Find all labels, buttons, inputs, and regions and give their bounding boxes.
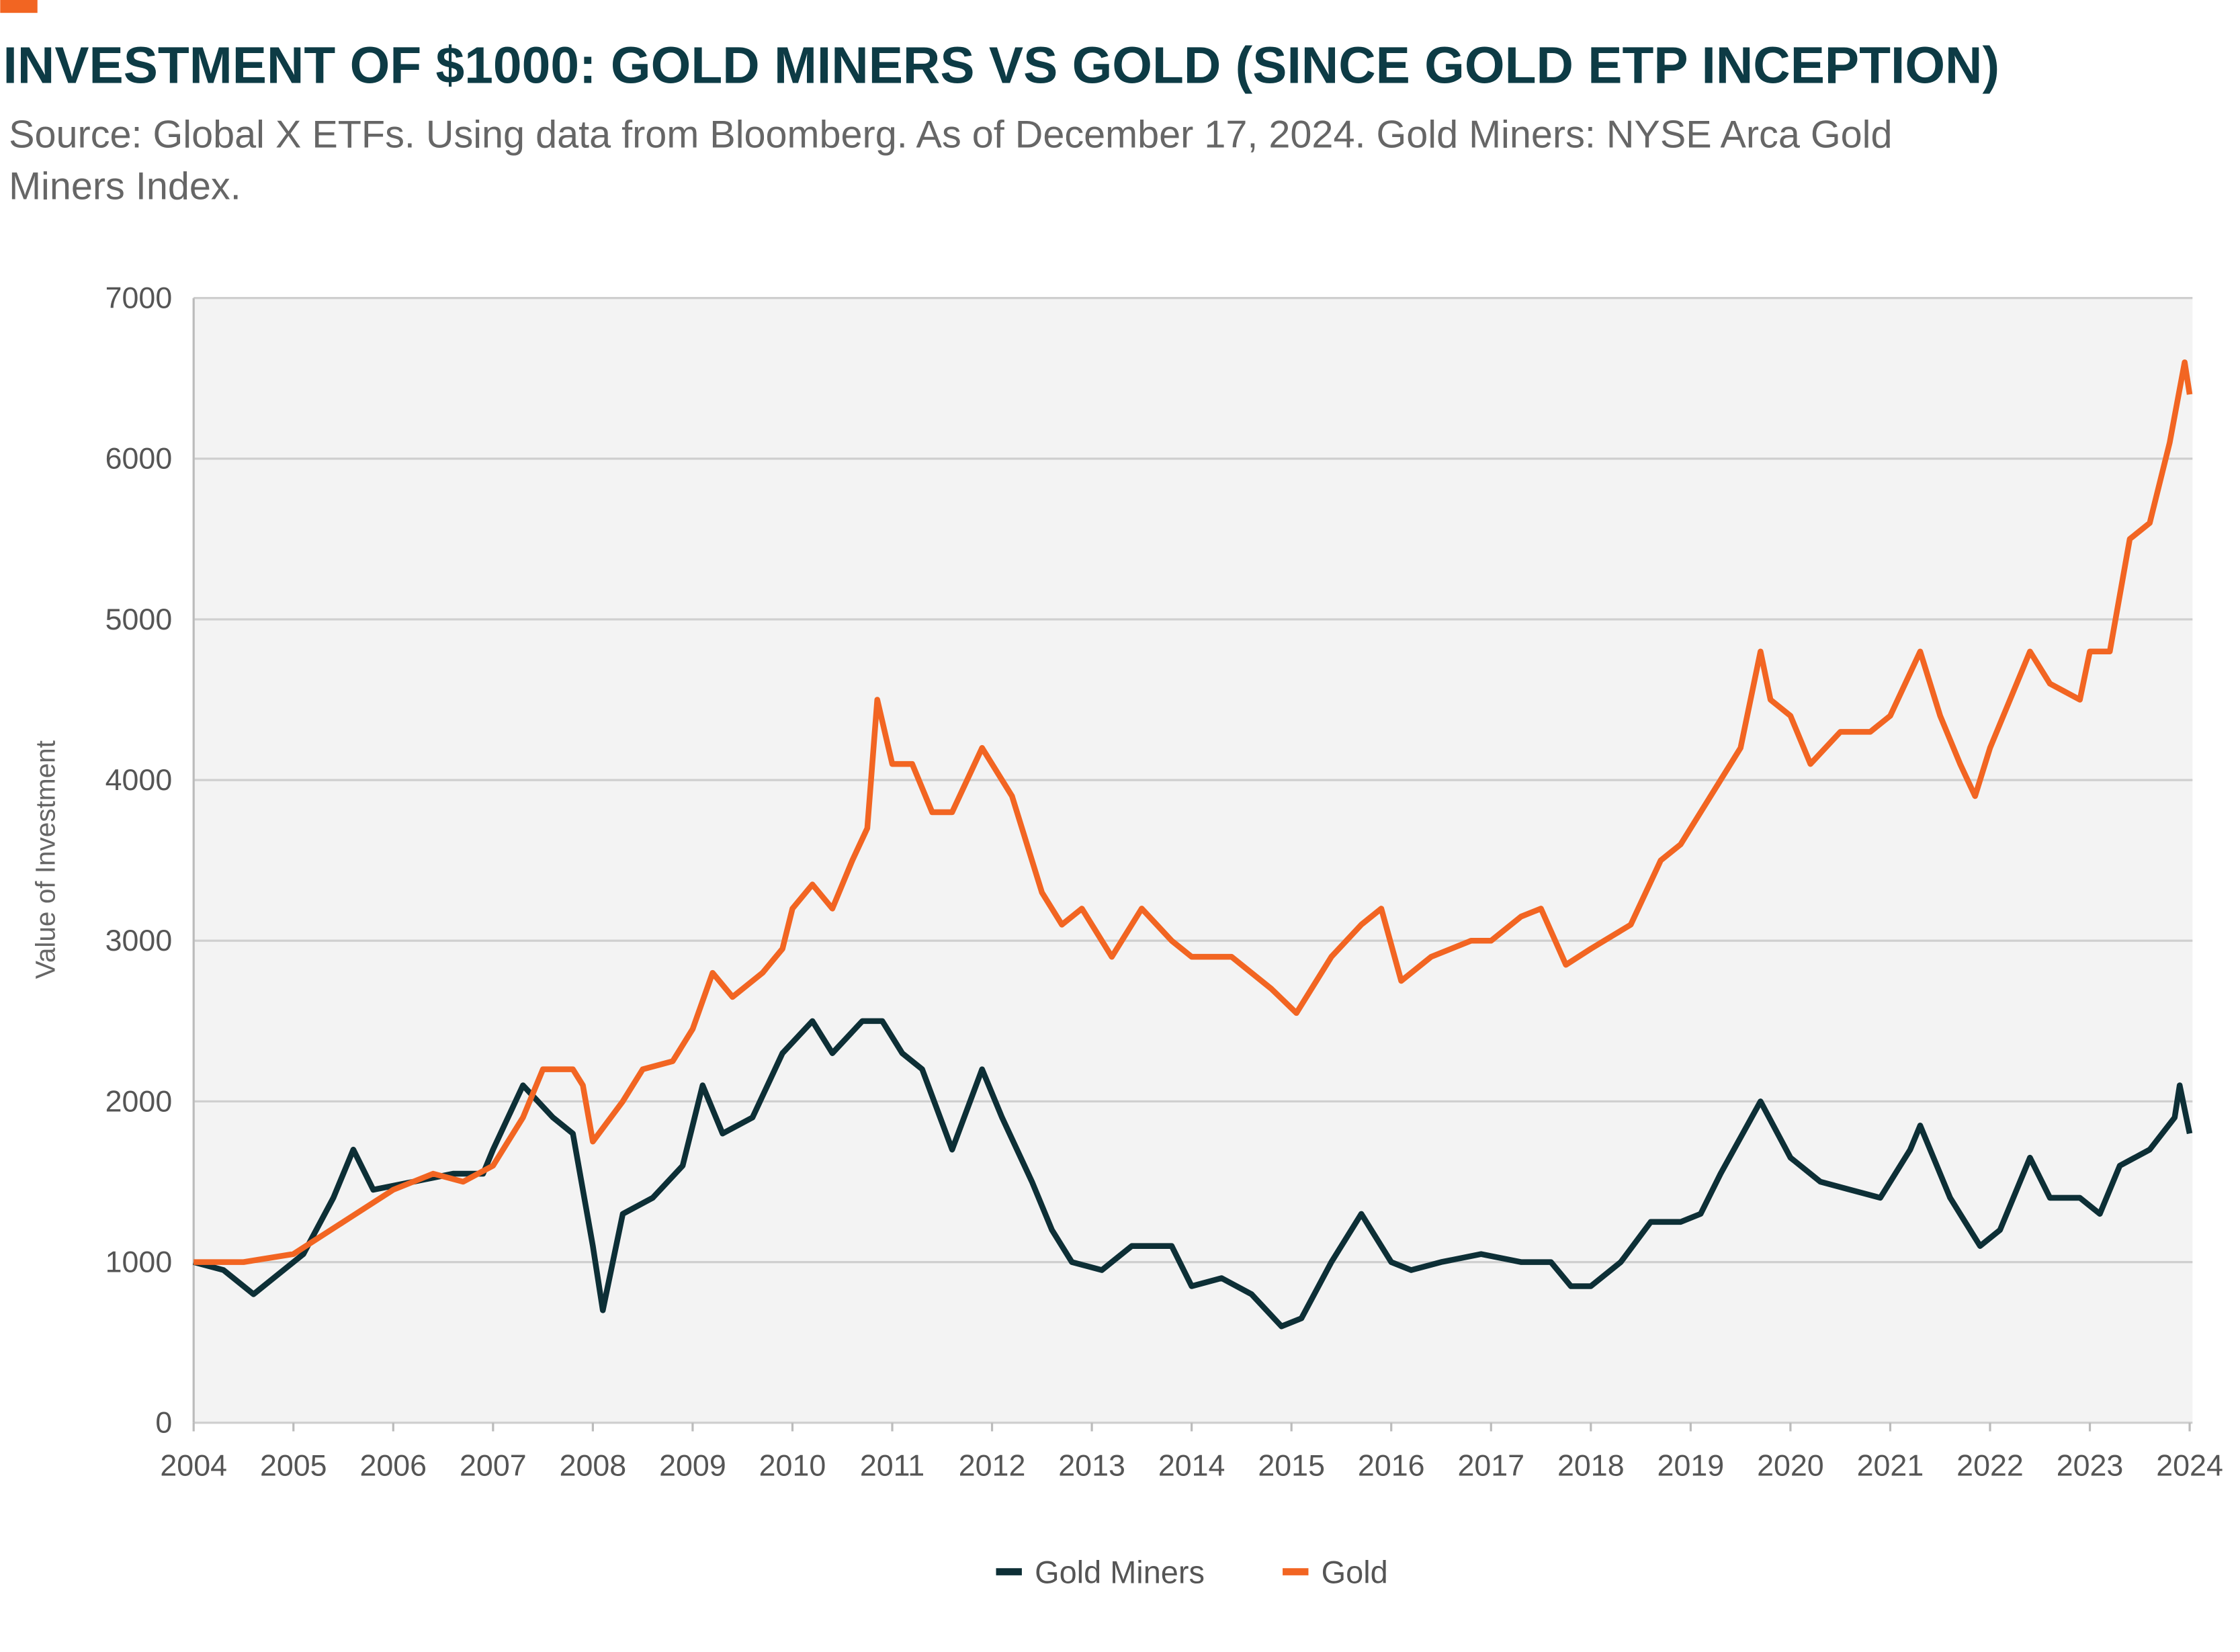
x-tick-label: 2004 <box>160 1449 227 1483</box>
x-tick-label: 2010 <box>759 1449 826 1483</box>
accent-bar <box>0 0 38 13</box>
x-tick-label: 2024 <box>2156 1449 2223 1483</box>
series-line <box>193 1018 2193 1330</box>
y-tick-label: 4000 <box>105 763 173 797</box>
y-tick-label: 0 <box>155 1406 172 1440</box>
series-line <box>193 359 2193 1265</box>
x-tick-label: 2011 <box>860 1449 924 1483</box>
x-tick-label: 2018 <box>1557 1449 1625 1483</box>
y-tick-label: 1000 <box>105 1246 173 1279</box>
x-tick-label: 2021 <box>1857 1449 1924 1483</box>
x-tick-label: 2008 <box>560 1449 627 1483</box>
chart-title: INVESTMENT OF $1000: GOLD MINERS VS GOLD… <box>3 38 1999 95</box>
x-tick-label: 2020 <box>1757 1449 1824 1483</box>
x-tick-label: 2017 <box>1457 1449 1524 1483</box>
y-tick-label: 5000 <box>105 603 173 636</box>
x-tick-label: 2022 <box>1956 1449 2024 1483</box>
x-tick-label: 2005 <box>260 1449 327 1483</box>
x-tick-label: 2019 <box>1657 1449 1725 1483</box>
x-tick-label: 2016 <box>1358 1449 1425 1483</box>
x-tick-label: 2013 <box>1058 1449 1125 1483</box>
subtitle: Source: Global X ETFs. Using data from B… <box>9 114 1892 157</box>
x-tick-label: 2009 <box>659 1449 726 1483</box>
subtitle: Miners Index. <box>9 165 241 208</box>
y-tick-label: 3000 <box>105 924 173 957</box>
x-tick-label: 2015 <box>1258 1449 1325 1483</box>
legend-label: Gold Miners <box>1035 1555 1205 1590</box>
y-tick-label: 6000 <box>105 442 173 476</box>
x-tick-label: 2007 <box>460 1449 527 1483</box>
x-tick-label: 2014 <box>1158 1449 1225 1483</box>
y-tick-label: 7000 <box>105 281 173 315</box>
legend-label: Gold <box>1322 1555 1388 1590</box>
plot-area <box>193 298 2193 1423</box>
y-tick-label: 2000 <box>105 1084 173 1118</box>
x-tick-label: 2006 <box>359 1449 427 1483</box>
y-axis-label: Value of Investment <box>30 740 60 979</box>
x-tick-label: 2023 <box>2057 1449 2124 1483</box>
x-tick-label: 2012 <box>959 1449 1026 1483</box>
